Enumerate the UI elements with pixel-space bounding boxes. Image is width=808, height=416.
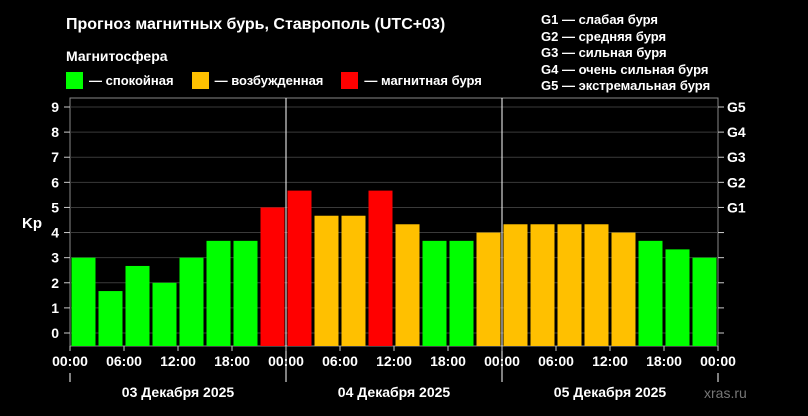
y-tick-label: 0: [51, 325, 59, 341]
y-tick-label: 7: [51, 149, 59, 165]
kp-bar: [260, 207, 285, 346]
x-tick-label: 18:00: [646, 353, 682, 369]
x-tick-label: 06:00: [106, 353, 142, 369]
kp-bar: [638, 240, 663, 346]
kp-bar: [206, 240, 231, 346]
kp-bar: [557, 224, 582, 346]
kp-bar: [368, 190, 393, 346]
watermark: xras.ru: [704, 385, 747, 401]
storm-level-g3: G3 — сильная буря: [541, 45, 667, 60]
y-tick-label: 1: [51, 300, 59, 316]
x-tick-label: 00:00: [52, 353, 88, 369]
x-tick-label: 12:00: [592, 353, 628, 369]
g-tick-label: G1: [727, 199, 746, 215]
day-label: 04 Декабря 2025: [338, 384, 451, 400]
kp-bar: [152, 282, 177, 346]
x-tick-label: 06:00: [322, 353, 358, 369]
x-tick-label: 18:00: [214, 353, 250, 369]
storm-level-g2: G2 — средняя буря: [541, 28, 667, 44]
legend-label-storm: — магнитная буря: [364, 73, 482, 88]
kp-bar: [395, 224, 420, 346]
legend-swatch-quiet: [66, 72, 83, 89]
storm-level-g1: G1 — слабая буря: [541, 12, 659, 27]
x-tick-label: 12:00: [160, 353, 196, 369]
kp-bar: [287, 190, 312, 346]
g-tick-label: G5: [727, 99, 746, 115]
y-tick-label: 2: [51, 275, 59, 291]
kp-bar: [233, 240, 258, 346]
y-tick-label: 5: [51, 199, 59, 215]
g-tick-label: G2: [727, 174, 746, 190]
legend-item-quiet: — спокойная: [66, 72, 174, 89]
kp-bar: [179, 257, 204, 346]
legend-label-quiet: — спокойная: [89, 73, 174, 88]
kp-bar: [71, 257, 96, 346]
x-tick-label: 12:00: [376, 353, 412, 369]
legend-item-active: — возбужденная: [191, 72, 324, 89]
storm-level-legend: G1 — слабая буря G2 — средняя буря G3 — …: [541, 12, 710, 95]
kp-bar: [692, 257, 717, 346]
x-tick-label: 00:00: [268, 353, 304, 369]
magnetosphere-label: Магнитосфера: [66, 48, 168, 64]
legend-item-storm: — магнитная буря: [341, 72, 482, 89]
kp-bar: [98, 291, 123, 346]
y-tick-label: 9: [51, 99, 59, 115]
kp-bar: [314, 215, 339, 346]
day-label: 05 Декабря 2025: [554, 384, 667, 400]
kp-bar: [341, 215, 366, 346]
legend-swatch-storm: [341, 72, 359, 89]
kp-bar: [476, 232, 501, 346]
kp-bar: [611, 232, 636, 346]
y-tick-label: 6: [51, 174, 59, 190]
x-tick-label: 18:00: [430, 353, 466, 369]
y-tick-label: 4: [51, 225, 59, 241]
kp-bar: [503, 224, 528, 346]
storm-level-g4: G4 — очень сильная буря: [541, 61, 709, 77]
legend-label-active: — возбужденная: [214, 73, 324, 88]
kp-bar: [530, 224, 555, 346]
y-tick-label: 3: [51, 250, 59, 266]
legend-swatch-active: [191, 72, 209, 89]
day-label: 03 Декабря 2025: [122, 384, 235, 400]
kp-bar: [449, 240, 474, 346]
x-tick-label: 00:00: [700, 353, 736, 369]
kp-bar: [665, 249, 690, 346]
kp-bar: [125, 265, 150, 346]
y-tick-label: 8: [51, 124, 59, 140]
storm-level-g5: G5 — экстремальная буря: [541, 78, 711, 93]
g-tick-label: G4: [727, 124, 746, 140]
y-axis-label: Kp: [22, 215, 42, 232]
kp-bar: [584, 224, 609, 346]
legend: — спокойная — возбужденная — магнитная б…: [66, 72, 500, 89]
kp-bar: [422, 240, 447, 346]
chart-title: Прогноз магнитных бурь, Ставрополь (UTC+…: [66, 16, 446, 33]
x-tick-label: 06:00: [538, 353, 574, 369]
x-tick-label: 00:00: [484, 353, 520, 369]
g-tick-label: G3: [727, 149, 746, 165]
